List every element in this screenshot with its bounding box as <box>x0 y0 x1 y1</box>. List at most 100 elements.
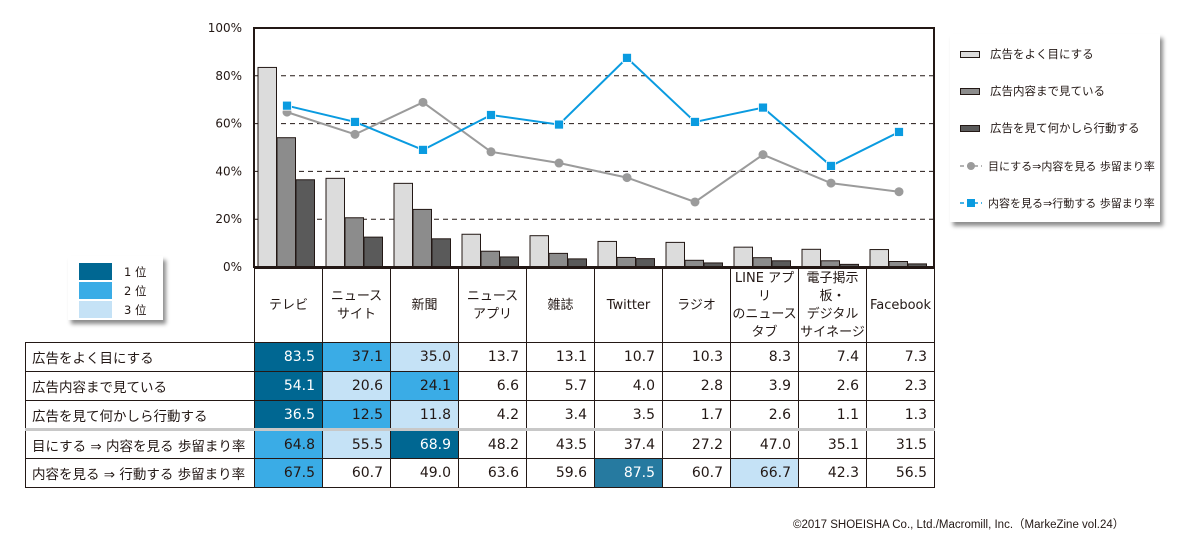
column-header: LINE アプリ のニュース タブ <box>730 268 799 343</box>
column-header: 電子掲示板・デジタルサイネージ <box>798 268 867 343</box>
table-cell: 5.7 <box>526 371 595 401</box>
table-cell: 10.3 <box>662 342 731 372</box>
bar <box>412 208 432 268</box>
column-header: テレビ <box>254 268 323 343</box>
bar <box>363 236 383 268</box>
column-header-line: テレビ <box>268 297 308 313</box>
table-cell: 60.7 <box>662 458 731 488</box>
table-cell: 31.5 <box>866 428 935 459</box>
bar <box>548 252 568 268</box>
table-cell: 4.2 <box>458 400 527 430</box>
bar <box>752 257 772 268</box>
table-cell: 7.3 <box>866 342 935 372</box>
bar <box>733 246 753 268</box>
data-point-square <box>418 144 428 155</box>
table-row: 内容を見る ⇒ 行動する 歩留まり率 67.5 60.7 49.0 63.6 59.6 87… <box>25 458 935 488</box>
copyright-footer: ©2017 SHOEISHA Co., Ltd./Macromill, Inc.… <box>793 519 1125 531</box>
data-table: テレビ ニュース サイト 新聞 ニュース アプリ 雑誌 Twitter ラジオ LINE アプリの… <box>25 268 935 488</box>
y-tick-label: 80% <box>215 69 242 83</box>
column-header-line: 電子掲示板・ <box>806 270 859 304</box>
bar <box>344 217 364 268</box>
column-header: ニュース アプリ <box>458 268 527 343</box>
data-point-square <box>486 110 496 120</box>
bar <box>480 250 500 268</box>
legend-item: 広告を見て何かしら行動する <box>960 120 1140 136</box>
bar <box>431 238 451 268</box>
table-cell: 2.3 <box>866 371 935 401</box>
bar <box>869 249 889 268</box>
bar <box>635 258 655 268</box>
data-point-circle <box>554 158 564 168</box>
data-point-circle <box>418 97 428 107</box>
row-label: 広告内容まで見ている <box>25 371 255 401</box>
data-point-circle <box>894 187 904 197</box>
table-cell: 36.5 <box>254 400 323 430</box>
data-point-square <box>622 52 632 63</box>
column-header-line: ラジオ <box>677 297 716 313</box>
bar <box>616 256 636 268</box>
bar <box>461 233 481 268</box>
table-cell: 20.6 <box>322 371 391 401</box>
series-line <box>286 101 900 204</box>
data-point-square <box>350 117 360 127</box>
table-row: 広告内容まで見ている 54.1 20.6 24.1 6.6 5.7 4.0 2.8 3.9 2.6… <box>25 371 935 401</box>
legend-label: 広告をよく目にする <box>990 47 1094 61</box>
plot-frame <box>253 27 935 268</box>
table-cell: 2.6 <box>730 400 799 430</box>
y-tick-label: 60% <box>215 117 242 131</box>
table-cell: 43.5 <box>526 428 595 459</box>
data-point-circle <box>486 147 496 157</box>
row-label: 広告をよく目にする <box>25 342 255 372</box>
lines <box>282 52 904 207</box>
row-label: 広告を見て何かしら行動する <box>25 400 255 430</box>
column-header-line: アプリ <box>472 306 512 322</box>
table-cell: 35.0 <box>390 342 459 372</box>
table-cell: 4.0 <box>594 371 663 401</box>
legend-label: 広告内容まで見ている <box>990 84 1105 98</box>
table-cell: 47.0 <box>730 428 799 459</box>
table-cell: 7.4 <box>798 342 867 372</box>
column-header-line: サイト <box>336 306 376 322</box>
chart-legend: 広告をよく目にする 広告内容まで見ている 広告を見て何かしら行動する 目にする⇒… <box>950 34 1160 222</box>
data-point-circle <box>826 178 836 188</box>
table-cell: 8.3 <box>730 342 799 372</box>
bar <box>499 256 519 268</box>
table-cell: 67.5 <box>254 458 323 488</box>
table-cell: 24.1 <box>390 371 459 401</box>
column-header: ラジオ <box>662 268 731 343</box>
bar <box>665 241 685 268</box>
table-cell: 1.3 <box>866 400 935 430</box>
table-cell: 48.2 <box>458 428 527 459</box>
bar <box>529 235 549 268</box>
legend-swatch-light-bar <box>960 50 980 58</box>
column-header-line: サイネージ <box>800 324 865 340</box>
bar <box>295 179 315 268</box>
column-header: 雑誌 <box>526 268 595 343</box>
data-point-square <box>894 127 904 137</box>
table-cell: 10.7 <box>594 342 663 372</box>
table-cell: 13.1 <box>526 342 595 372</box>
data-point-square <box>282 100 292 111</box>
table-row: 広告を見て何かしら行動する 36.5 12.5 11.8 4.2 3.4 3.5 1.7 2.6… <box>25 400 935 430</box>
y-tick-label: 100% <box>208 21 242 35</box>
table-cell: 1.7 <box>662 400 731 430</box>
column-header-line: Facebook <box>869 297 932 313</box>
column-header-line: 雑誌 <box>547 297 574 313</box>
column-header-line: デジタル <box>806 306 859 322</box>
legend-item: 広告内容まで見ている <box>960 83 1105 99</box>
legend-label: 広告を見て何かしら行動する <box>990 121 1140 135</box>
bar <box>325 177 345 268</box>
table-cell: 11.8 <box>390 400 459 430</box>
data-point-square <box>826 161 836 171</box>
table-cell: 49.0 <box>390 458 459 488</box>
table-cell: 87.5 <box>594 458 663 488</box>
table-cell: 60.7 <box>322 458 391 488</box>
y-tick-label: 20% <box>215 212 242 226</box>
column-header-line: のニュース <box>732 306 797 322</box>
bar <box>801 248 821 268</box>
bar <box>276 137 296 268</box>
bar <box>597 240 617 268</box>
table-cell: 56.5 <box>866 458 935 488</box>
bar <box>684 259 704 268</box>
